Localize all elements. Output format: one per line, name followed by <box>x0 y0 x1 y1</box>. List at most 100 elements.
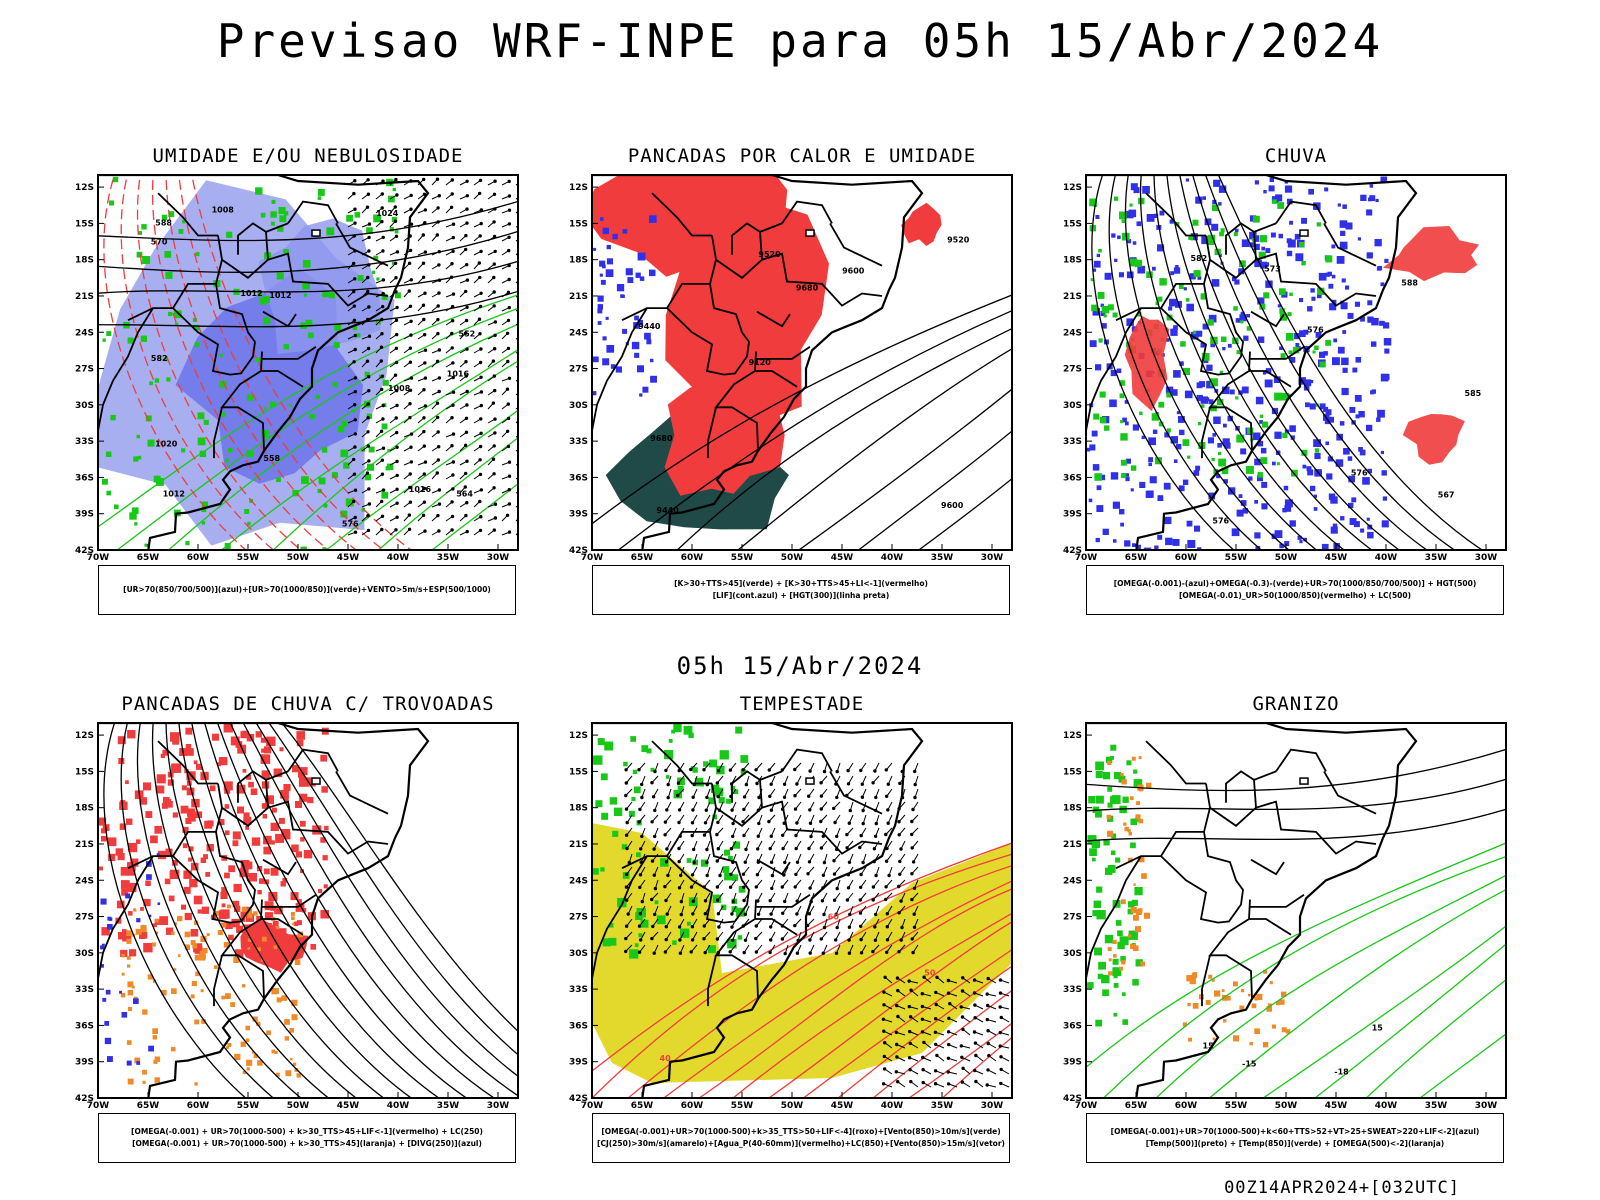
wind-vectors <box>624 762 919 956</box>
vector-head <box>492 275 496 280</box>
vector-head <box>435 233 439 237</box>
lon-tick-label: 30W <box>487 1101 510 1111</box>
vector-head <box>506 444 511 449</box>
vector-head <box>353 530 358 534</box>
vector-head <box>450 346 454 350</box>
vector-head <box>819 819 823 824</box>
vector-head <box>451 361 455 365</box>
vector-head <box>493 207 497 211</box>
vector-head <box>423 208 428 212</box>
map-frame <box>591 174 1013 551</box>
vector-head <box>895 1055 899 1059</box>
map-canvas: -15 -18 15 15 <box>1086 723 1506 1098</box>
vector-head <box>885 938 890 942</box>
vector-head <box>756 847 760 851</box>
vector-head <box>908 1041 912 1046</box>
vector-head <box>834 912 838 916</box>
vector-head <box>367 222 372 226</box>
lat-tick-label: 24S <box>75 328 94 338</box>
lat-tick-label: 15S <box>569 767 588 777</box>
vector-head <box>808 938 812 942</box>
contour-line <box>152 723 330 1098</box>
vector-head <box>507 502 512 506</box>
vector-head <box>653 769 657 774</box>
state-border <box>731 770 761 803</box>
contour-value: 558 <box>263 454 280 463</box>
vector-head <box>887 873 891 878</box>
vector-head <box>478 472 483 477</box>
lat-tick-label: 27S <box>75 365 94 375</box>
state-border <box>756 858 791 876</box>
vector-head <box>819 807 824 811</box>
lon-tick-label: 30W <box>1475 1101 1498 1111</box>
vector-head <box>479 347 483 351</box>
map-layers: 40 50 60 <box>592 723 1012 1098</box>
vector-head <box>881 1017 886 1021</box>
lat-tick-label: 33S <box>75 985 94 995</box>
vector-head <box>381 249 385 253</box>
vector-head <box>664 925 669 929</box>
map-tempestade: 40 50 60 12S 15S 18S 21S 24S 27S 30S 33S 36S 39S 42S 7… <box>569 722 1013 1111</box>
vector-head <box>934 990 938 995</box>
vector-head <box>353 432 358 436</box>
vector-head <box>465 305 469 310</box>
vector-head <box>366 444 370 448</box>
vector-head <box>767 768 772 772</box>
vector-head <box>743 938 748 943</box>
vector-head <box>730 912 734 916</box>
vector-head <box>464 247 468 252</box>
state-border <box>1250 310 1285 328</box>
lat-tick-label: 15S <box>75 219 94 229</box>
map-layers: 9600 9440 9520 9120 9600 9440 9520 9680 9680 <box>592 175 1012 550</box>
state-border <box>651 192 712 237</box>
vector-head <box>663 820 668 824</box>
contour-line <box>662 880 1012 1098</box>
state-border <box>755 346 811 360</box>
state-border <box>755 894 811 908</box>
state-border <box>1201 955 1211 1007</box>
vector-head <box>451 390 456 394</box>
vector-head <box>961 976 965 980</box>
contour-value: 9600 <box>941 501 964 510</box>
contour-line <box>1419 1033 1506 1098</box>
vector-head <box>689 950 693 954</box>
state-border <box>221 806 269 827</box>
vector-head <box>652 873 656 877</box>
vector-head <box>833 820 837 825</box>
vector-head <box>394 177 398 182</box>
vector-head <box>702 768 706 772</box>
legend-line: [K>30+TTS>45](verde) + [K>30+TTS>45+LI<-… <box>674 579 928 588</box>
vector-head <box>664 898 668 903</box>
vector-head <box>907 1056 912 1060</box>
vector-head <box>650 820 654 824</box>
lat-tick-label: 42S <box>1063 1094 1082 1104</box>
map-canvas <box>98 723 518 1098</box>
vector-head <box>379 359 383 363</box>
vector-head <box>770 886 774 891</box>
contour-line <box>98 200 518 242</box>
vector-head <box>691 912 695 916</box>
vector-head <box>423 529 427 533</box>
vector-head <box>742 833 746 838</box>
lat-tick-label: 39S <box>569 510 588 520</box>
state-border <box>1275 200 1327 224</box>
vector-head <box>451 249 455 254</box>
instability-area <box>901 202 942 246</box>
lat-tick-label: 12S <box>75 183 94 193</box>
vector-head <box>665 847 669 851</box>
lat-tick-label: 18S <box>75 804 94 814</box>
vector-head <box>365 205 370 209</box>
lat-tick-label: 30S <box>569 401 588 411</box>
vector-head <box>921 1068 925 1072</box>
vector-head <box>465 403 469 407</box>
legend-line: [OMEGA(-0.001)+UR>70(1000-500)+k>35_TTS>… <box>601 1127 1001 1136</box>
state-border <box>157 740 218 785</box>
map-canvas: 1008 1016 1012 1008 1012 1016 1020 1024 1012 576 5… <box>98 175 518 550</box>
contour-value: 9520 <box>947 235 970 244</box>
vector-head <box>895 1042 899 1047</box>
lat-tick-label: 36S <box>569 1021 588 1031</box>
vector-head <box>492 486 496 490</box>
vector-head <box>407 261 412 266</box>
vector-head <box>381 278 386 282</box>
vector-head <box>625 846 629 851</box>
